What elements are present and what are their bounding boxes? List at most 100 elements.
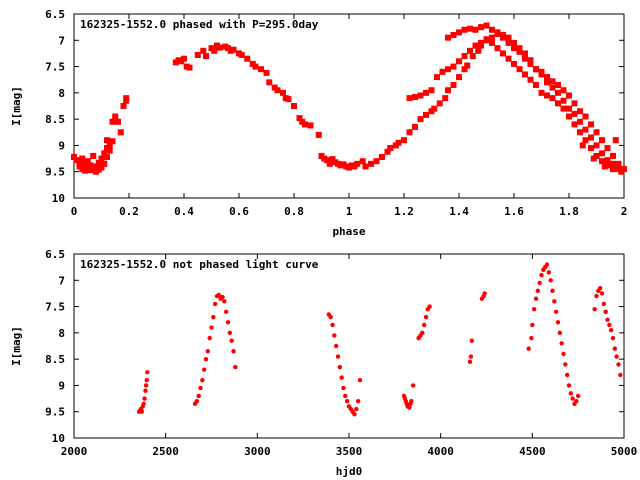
data-point xyxy=(467,47,473,54)
data-point xyxy=(456,74,462,81)
y-tick-label: 7.5 xyxy=(45,61,65,74)
data-point xyxy=(482,291,487,296)
data-point xyxy=(373,158,380,165)
data-point xyxy=(412,124,418,131)
data-point xyxy=(266,79,273,86)
data-point xyxy=(258,66,264,73)
y-tick-label: 7.5 xyxy=(45,301,65,314)
data-point xyxy=(333,343,339,349)
data-point xyxy=(450,63,457,70)
data-point xyxy=(410,383,416,388)
x-tick-label: 1 xyxy=(346,205,353,218)
data-point xyxy=(431,105,438,112)
data-point xyxy=(472,42,479,49)
x-tick-label: 2500 xyxy=(152,445,179,458)
data-point xyxy=(557,330,563,336)
data-point xyxy=(203,53,209,60)
data-point xyxy=(233,364,238,370)
data-point xyxy=(409,399,414,404)
x-axis-label: hjd0 xyxy=(336,465,363,478)
data-point xyxy=(555,81,561,88)
data-point xyxy=(571,100,578,107)
data-point xyxy=(610,160,616,167)
data-point xyxy=(196,393,201,399)
data-point xyxy=(597,285,603,291)
data-point xyxy=(593,129,600,136)
data-point xyxy=(563,362,568,367)
data-point xyxy=(93,163,99,170)
data-point xyxy=(461,53,468,60)
x-tick-label: 3500 xyxy=(336,445,363,458)
data-point xyxy=(564,372,570,378)
data-point xyxy=(427,304,432,309)
data-point xyxy=(549,95,556,102)
data-point xyxy=(603,309,608,315)
data-point xyxy=(117,129,124,136)
data-point xyxy=(143,388,148,393)
data-point xyxy=(252,63,259,70)
data-point xyxy=(450,81,457,88)
data-point xyxy=(522,55,528,62)
data-point xyxy=(211,314,216,320)
data-point xyxy=(527,60,534,67)
y-axis-label: I[mag] xyxy=(10,86,23,126)
data-point xyxy=(500,50,506,57)
data-point xyxy=(577,129,583,136)
data-point xyxy=(610,335,616,341)
data-point xyxy=(106,147,113,154)
data-point xyxy=(594,293,599,299)
data-point xyxy=(445,87,451,94)
data-point xyxy=(186,64,193,71)
data-point xyxy=(343,393,348,399)
data-point xyxy=(599,150,605,157)
data-point xyxy=(511,45,517,52)
data-point xyxy=(341,385,346,391)
data-point xyxy=(605,317,610,322)
data-point xyxy=(244,55,251,62)
data-point xyxy=(599,137,605,144)
data-point xyxy=(577,108,583,115)
data-point xyxy=(412,94,418,101)
data-point xyxy=(355,399,361,404)
data-point xyxy=(618,372,623,378)
data-point xyxy=(612,137,619,144)
data-point xyxy=(421,322,427,328)
data-point xyxy=(231,349,236,354)
data-point xyxy=(428,87,435,94)
data-point xyxy=(560,97,567,104)
data-point xyxy=(220,294,225,300)
data-point xyxy=(216,44,223,51)
data-point xyxy=(436,100,443,107)
data-point xyxy=(329,156,336,163)
data-point xyxy=(561,351,566,357)
y-tick-label: 10 xyxy=(52,192,65,205)
data-point xyxy=(575,393,581,399)
data-point xyxy=(566,92,572,99)
data-point xyxy=(610,166,616,173)
data-points xyxy=(71,22,627,175)
data-point xyxy=(194,52,201,59)
data-point xyxy=(555,100,561,107)
chart-title: 162325-1552.0 not phased light curve xyxy=(80,258,319,271)
data-point xyxy=(505,39,512,46)
data-point xyxy=(505,55,512,62)
x-tick-label: 4500 xyxy=(519,445,546,458)
data-point xyxy=(467,25,473,32)
data-point xyxy=(621,166,627,173)
data-point xyxy=(194,399,200,404)
data-point xyxy=(601,301,607,307)
data-point xyxy=(200,47,207,54)
data-point xyxy=(500,34,506,41)
data-point xyxy=(522,50,528,57)
data-point xyxy=(209,325,214,330)
data-point xyxy=(489,34,495,41)
data-point xyxy=(537,280,542,286)
x-axis-label: phase xyxy=(332,225,365,238)
data-point xyxy=(530,322,535,328)
data-point xyxy=(98,155,105,162)
data-point xyxy=(395,139,402,146)
data-point xyxy=(445,34,451,41)
data-point xyxy=(548,278,553,283)
data-point xyxy=(104,137,110,144)
x-tick-label: 1.2 xyxy=(394,205,414,218)
